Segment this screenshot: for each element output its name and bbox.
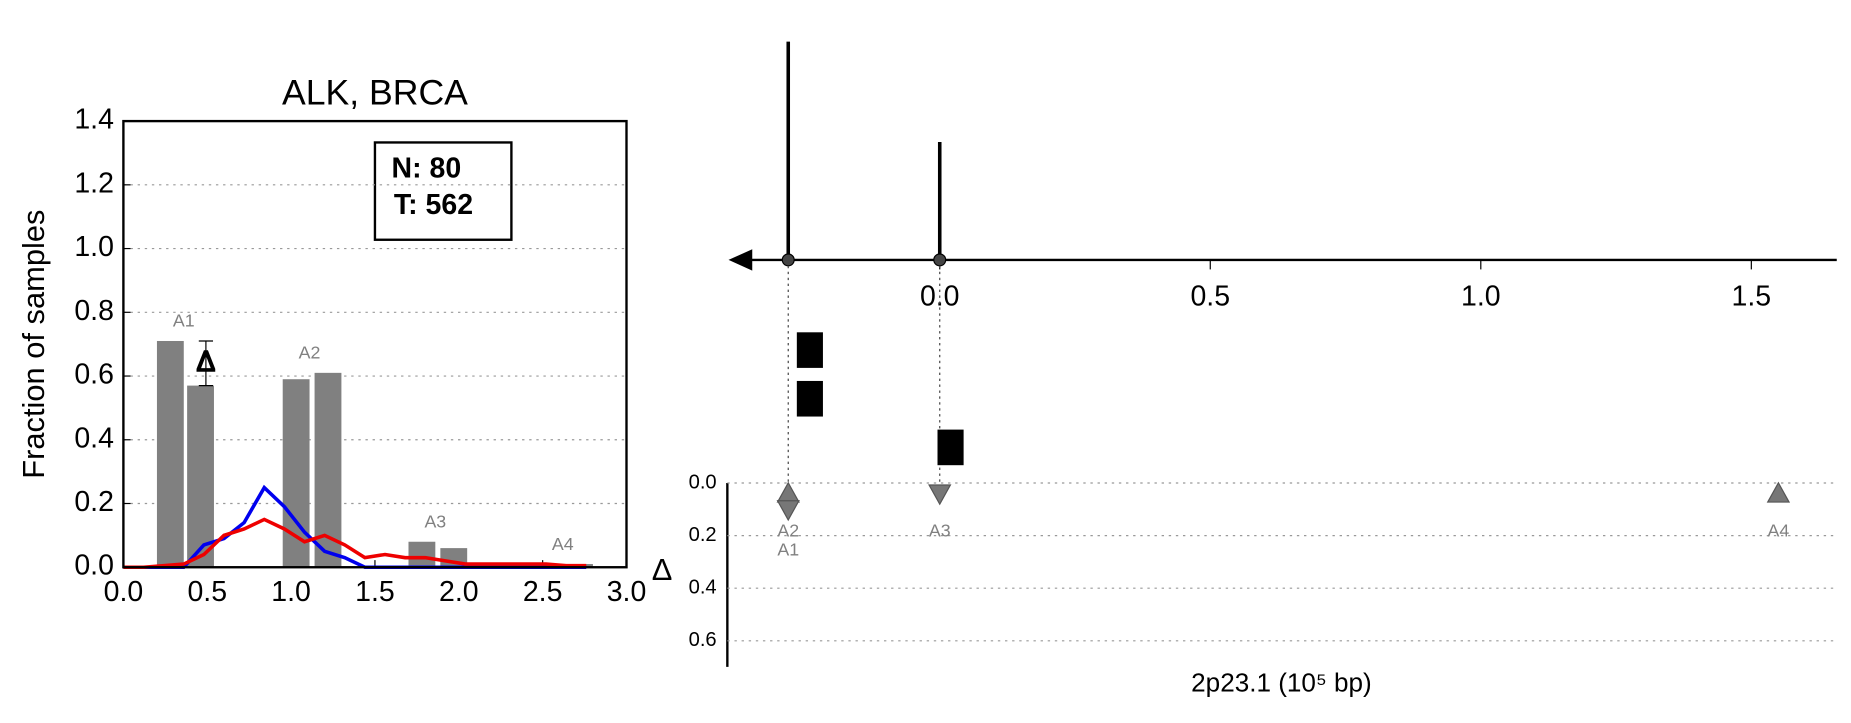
- group-label: A2: [299, 343, 321, 363]
- error-bar: [198, 340, 214, 387]
- delta-marker: [776, 481, 800, 503]
- y-tick-label: 0.2: [689, 524, 717, 546]
- y-tick-label: 0.2: [74, 486, 114, 518]
- line: [123, 517, 587, 570]
- y-axis-label: Fraction of samples: [16, 210, 51, 479]
- x-tick-label: 1.0: [271, 576, 311, 608]
- y-tick-label: 1.4: [74, 104, 114, 136]
- y-tick-label: 0.0: [74, 550, 114, 582]
- y-tick-label: 0.4: [689, 577, 717, 599]
- x-tick-label: 0.5: [1190, 280, 1230, 312]
- bar: [408, 541, 436, 568]
- marker-label: A1: [777, 539, 799, 559]
- x-tick-label: 3.0: [607, 576, 647, 608]
- plot-frame: [122, 119, 628, 569]
- y-tick-label: 1.2: [74, 167, 114, 199]
- x-tick-label: 0.5: [187, 576, 227, 608]
- group-label: A1: [173, 311, 195, 331]
- domain: [796, 380, 823, 417]
- group-label: A4: [552, 534, 574, 554]
- annotation-box: [373, 141, 513, 241]
- x-tick-label: 1.0: [1461, 280, 1501, 312]
- x-tick-label: 1.5: [355, 576, 395, 608]
- marker-label: A2: [777, 520, 799, 540]
- delta-marker: [928, 484, 952, 506]
- x-tick-label: 2.5: [523, 576, 563, 608]
- chart-title: ALK, BRCA: [282, 72, 468, 112]
- annotation: T: 562: [394, 189, 473, 221]
- y-tick-label: 1.0: [74, 231, 114, 263]
- bar: [156, 340, 184, 568]
- bar: [187, 385, 214, 568]
- y-tick-label: 0.6: [689, 629, 717, 651]
- y-tick-label: 0.6: [74, 359, 114, 391]
- x-tick-label: 2.0: [439, 576, 479, 608]
- delta-label: Δ: [196, 346, 215, 378]
- bar: [282, 379, 310, 568]
- x-axis-label: 2p23.1 (10⁵ bp): [1191, 668, 1372, 698]
- y-tick-label: 0.0: [689, 471, 717, 493]
- y-axis-label: Δ: [652, 552, 673, 587]
- axis-arrow: [728, 249, 753, 271]
- delta-marker: [1766, 481, 1791, 503]
- group-label: A3: [424, 511, 446, 531]
- delta-marker: [776, 500, 800, 522]
- annotation: N: 80: [392, 152, 462, 184]
- domain: [937, 429, 964, 466]
- y-tick-label: 0.4: [74, 422, 114, 454]
- domain: [796, 332, 823, 368]
- x-tick-label: 0.0: [104, 576, 144, 608]
- marker-label: A4: [1768, 520, 1790, 540]
- marker-label: A3: [929, 520, 951, 540]
- y-tick-label: 0.8: [74, 295, 114, 327]
- bar: [314, 372, 342, 568]
- x-tick-label: 1.5: [1732, 280, 1772, 312]
